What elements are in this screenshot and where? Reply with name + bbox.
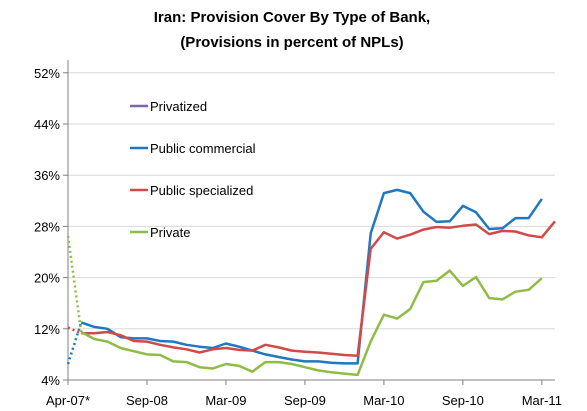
series-connector-private xyxy=(66,235,83,333)
y-tick-label: 12% xyxy=(34,322,60,337)
legend-label-public-commercial: Public commercial xyxy=(150,141,256,156)
y-tick-label: 44% xyxy=(34,117,60,132)
legend-label-privatized: Privatized xyxy=(150,99,207,114)
chart-title: Iran: Provision Cover By Type of Bank, xyxy=(154,9,430,26)
x-tick-label: Sep-10 xyxy=(442,393,484,408)
legend-label-private: Private xyxy=(150,225,190,240)
y-tick-label: 28% xyxy=(34,219,60,234)
x-tick-label: Mar-11 xyxy=(522,393,562,408)
legend: Privatized Public commercial Public specia… xyxy=(130,99,256,240)
y-tick-label: 36% xyxy=(34,168,60,183)
chart-subtitle: (Provisions in percent of NPLs) xyxy=(180,34,403,51)
series-line-private xyxy=(80,269,543,377)
x-tick-label: Apr-07* xyxy=(46,393,90,408)
series-connector-public-commercial xyxy=(66,322,83,365)
y-tick-label: 4% xyxy=(41,373,60,388)
y-tick-label: 20% xyxy=(34,271,60,286)
x-tick-label: Sep-09 xyxy=(284,393,326,408)
series-line-public-specialized xyxy=(81,220,556,357)
series-lines xyxy=(66,188,556,377)
gridlines xyxy=(68,72,555,330)
series-line-public-commercial xyxy=(80,188,543,365)
x-tick-label: Mar-09 xyxy=(205,393,246,408)
y-tick-label: 52% xyxy=(34,66,60,81)
x-tick-label: Mar-10 xyxy=(363,393,404,408)
legend-label-public-specialized: Public specialized xyxy=(150,183,253,198)
x-tick-label: Sep-08 xyxy=(126,393,168,408)
axes: 4% 12% 20% 28% 36% 44% 52% Apr-07* Sep-08 Mar-09 S… xyxy=(34,60,562,408)
